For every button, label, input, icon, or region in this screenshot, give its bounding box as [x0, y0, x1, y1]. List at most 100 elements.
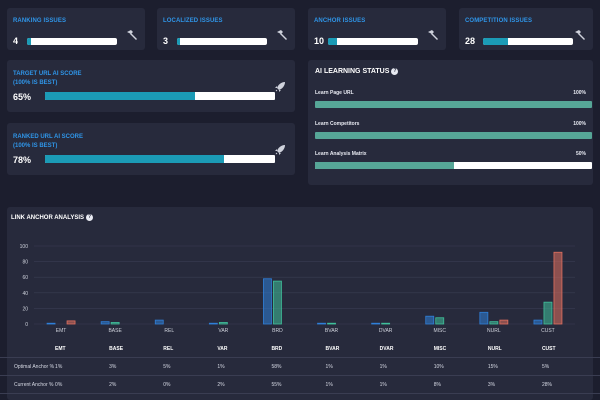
bar-brd-0[interactable]: [263, 278, 272, 325]
ai-row-percent: 100%: [573, 121, 586, 127]
bar-cust-1[interactable]: [543, 301, 553, 325]
anchor-bar-chart: 0 20 40 60 80 100 EMT BASE REL VAR BRD BVAR DVAR MISC…: [20, 244, 575, 333]
x-tick-label: MISC: [434, 328, 447, 333]
score-label: RANKED URL AI SCORE (100% IS BEST): [13, 134, 84, 149]
y-tick-label: 40: [22, 291, 28, 297]
table-cell: 5%: [541, 364, 550, 370]
issue-progress-bar: [328, 38, 418, 45]
table-row: Current Anchor % 0% 2% 0% 2% 55% 1% 1% 8% 3% 28%: [0, 376, 600, 394]
ai-progress-bar: [315, 132, 592, 139]
x-tick-label: REL: [164, 328, 174, 333]
chart-title: LINK ANCHOR ANALYSIS?: [11, 214, 94, 221]
table-header-cell: BRD: [271, 346, 283, 352]
table-cell: 1%: [325, 364, 333, 370]
table-header-cell: EMT: [55, 346, 66, 352]
y-tick-label: 80: [22, 260, 28, 266]
row-label: Optimal Anchor %: [14, 364, 55, 370]
row-label: Current Anchor %: [14, 382, 54, 388]
table-cell: 1%: [379, 382, 387, 388]
ai-learning-status-panel: AI LEARNING STATUS? Learn Page URL 100% …: [308, 60, 593, 185]
bar-nurl-1[interactable]: [489, 321, 499, 325]
table-cell: 5%: [163, 364, 171, 370]
x-tick-label: EMT: [56, 328, 67, 333]
y-tick-label: 100: [20, 244, 29, 250]
ai-row-label: Learn Page URL: [315, 90, 354, 96]
table-header-cell: DVAR: [379, 346, 394, 352]
table-cell: 0%: [55, 382, 63, 388]
issue-value: 4: [13, 36, 19, 46]
rocket-icon[interactable]: [273, 80, 287, 94]
table-cell: 8%: [433, 382, 441, 388]
bar-dvar-0[interactable]: [371, 322, 381, 325]
table-header-cell: BASE: [109, 346, 124, 352]
bar-misc-0[interactable]: [425, 315, 435, 325]
table-header-cell: NURL: [487, 346, 502, 352]
score-card-target: TARGET URL AI SCORE (100% IS BEST) 65%: [7, 60, 295, 112]
table-header-cell: CUST: [541, 346, 556, 352]
issue-progress-bar: [27, 38, 117, 45]
bar-rel-0[interactable]: [154, 319, 164, 325]
panel-title: AI LEARNING STATUS?: [315, 68, 399, 75]
table-header-cell: MISC: [433, 346, 447, 352]
issue-label: ANCHOR ISSUES: [314, 18, 366, 24]
hammer-icon[interactable]: [125, 28, 139, 42]
bar-base-0[interactable]: [100, 321, 110, 325]
issue-label: COMPETITION ISSUES: [465, 18, 533, 24]
hammer-icon[interactable]: [426, 28, 440, 42]
table-cell: 28%: [541, 382, 552, 388]
bar-nurl-2[interactable]: [499, 319, 509, 325]
score-progress-bar: [45, 155, 275, 163]
ai-row-label: Learn Competitors: [315, 121, 360, 127]
table-header-cell: BVAR: [325, 346, 340, 352]
table-header-cell: REL: [163, 346, 174, 352]
table-header-row: EMT BASE REL VAR BRD BVAR DVAR MISC NURL CUST: [0, 340, 600, 358]
ai-progress-bar: [315, 101, 592, 108]
bar-cust-2[interactable]: [553, 251, 563, 325]
bar-bvar-0[interactable]: [317, 322, 326, 325]
issue-value: 3: [163, 36, 169, 46]
table-cell: 15%: [487, 364, 498, 370]
bar-cust-0[interactable]: [533, 319, 543, 325]
score-card-ranked: RANKED URL AI SCORE (100% IS BEST) 78%: [7, 123, 295, 175]
issue-card-localized: LOCALIZED ISSUES 3: [157, 8, 295, 50]
issue-card-ranking: RANKING ISSUES 4: [7, 8, 145, 50]
bar-emt-0[interactable]: [46, 322, 56, 325]
hammer-icon[interactable]: [275, 28, 289, 42]
x-tick-label: BVAR: [325, 328, 339, 333]
issue-card-anchor: ANCHOR ISSUES 10: [308, 8, 446, 50]
table-cell: 55%: [271, 382, 282, 388]
issue-value: 10: [314, 36, 325, 46]
rocket-icon[interactable]: [273, 143, 287, 157]
bar-var-1[interactable]: [218, 322, 228, 325]
bar-var-0[interactable]: [208, 322, 218, 325]
bar-brd-1[interactable]: [273, 280, 282, 325]
x-tick-label: BRD: [272, 328, 283, 333]
help-circle-icon[interactable]: ?: [86, 214, 94, 221]
table-cell: 1%: [217, 364, 225, 370]
score-value: 78%: [13, 155, 32, 165]
issue-progress-bar: [177, 38, 267, 45]
issue-value: 28: [465, 36, 476, 46]
y-tick-label: 60: [22, 275, 28, 281]
bar-nurl-0[interactable]: [479, 311, 489, 325]
issue-label: RANKING ISSUES: [13, 18, 67, 24]
bar-emt-2[interactable]: [66, 320, 76, 325]
link-anchor-analysis-panel: [7, 207, 593, 400]
issue-card-competition: COMPETITION ISSUES 28: [459, 8, 593, 50]
ai-progress-bar: [315, 162, 592, 169]
table-cell: 3%: [109, 364, 117, 370]
y-tick-label: 20: [22, 306, 28, 312]
help-circle-icon[interactable]: ?: [391, 68, 399, 75]
table-cell: 10%: [433, 364, 444, 370]
hammer-icon[interactable]: [573, 28, 587, 42]
table-cell: 2%: [217, 382, 225, 388]
bar-base-1[interactable]: [110, 322, 120, 325]
ai-row-percent: 50%: [575, 151, 586, 157]
x-tick-label: VAR: [218, 328, 228, 333]
bar-misc-1[interactable]: [435, 317, 445, 325]
x-tick-label: DVAR: [379, 328, 393, 333]
bar-dvar-1[interactable]: [381, 322, 391, 325]
table-row: Optimal Anchor % 1% 3% 5% 1% 58% 1% 1% 10% 15% 5%: [0, 358, 600, 376]
issue-progress-bar: [483, 38, 573, 45]
bar-bvar-1[interactable]: [327, 322, 336, 325]
